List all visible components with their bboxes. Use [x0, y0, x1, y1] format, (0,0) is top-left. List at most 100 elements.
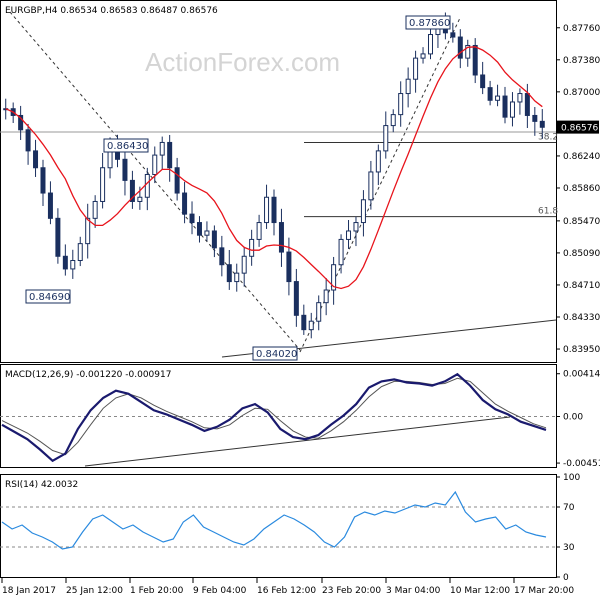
candle-body — [398, 93, 404, 116]
candle-body — [144, 173, 150, 198]
rsi-tick-label: 30 — [563, 543, 575, 553]
annotation-label: 0.87860 — [409, 18, 450, 29]
macd-tick-label: -0.004516 — [563, 459, 600, 469]
candle-body — [152, 154, 158, 175]
candle-body — [353, 222, 359, 232]
candle-body — [62, 255, 68, 270]
candle-body — [122, 158, 128, 181]
candle-body — [360, 199, 366, 224]
candle-body — [502, 95, 508, 118]
macd-line — [1, 372, 547, 463]
candle-body — [85, 217, 91, 245]
fib-label: 61.8 — [538, 207, 558, 217]
price-tick-label: 0.86240 — [563, 152, 600, 162]
price-header: EURGBP,H4 0.86534 0.86583 0.86487 0.8657… — [5, 6, 218, 16]
candle-body — [420, 53, 426, 59]
time-tick-label: 16 Feb 12:00 — [257, 586, 316, 596]
candle-body — [472, 44, 478, 76]
candle-body — [211, 230, 217, 249]
candle-body — [532, 114, 538, 122]
candle-body — [204, 230, 210, 236]
macd-tick-label: 0.004148 — [563, 370, 600, 380]
annotation-label: 0.84020 — [256, 349, 297, 360]
candle-body — [301, 314, 307, 331]
rsi-panel-frame — [0, 474, 557, 578]
candle-body — [100, 167, 106, 202]
candle-body — [129, 179, 135, 202]
candle-body — [249, 238, 255, 257]
candle-body — [278, 222, 284, 253]
time-axis: 18 Jan 2017 25 Jan 12:00 1 Feb 20:00 9 Feb … — [1, 578, 574, 596]
candle-body — [495, 95, 501, 101]
candle-body — [77, 243, 83, 261]
price-tick-label: 0.84710 — [563, 281, 600, 291]
candle-body — [375, 150, 381, 173]
current-price-label: 0.86576 — [561, 124, 598, 134]
candle-body — [92, 200, 98, 219]
candle-body — [465, 44, 471, 59]
candle-body — [427, 34, 433, 55]
candle-body — [390, 114, 396, 127]
candle-body — [524, 93, 530, 116]
price-tick-label: 0.87000 — [563, 88, 600, 98]
price-tick-label: 0.83950 — [563, 345, 600, 355]
macd-signal-line — [1, 377, 547, 456]
candle-body — [450, 32, 456, 38]
price-tick-label: 0.84330 — [563, 313, 600, 323]
candle-body — [196, 222, 202, 236]
candle-body — [316, 302, 322, 322]
price-tick-label: 0.85470 — [563, 217, 600, 227]
candle-body — [383, 125, 389, 152]
candle-body — [517, 93, 523, 103]
rsi-line — [1, 490, 547, 550]
candle-body — [308, 320, 314, 331]
fib-label: 38.2 — [538, 132, 558, 142]
macd-title: MACD(12,26,9) -0.001220 -0.000917 — [5, 370, 171, 380]
time-tick-label: 25 Jan 12:00 — [66, 586, 123, 596]
candle-body — [40, 167, 46, 194]
candle-body — [159, 141, 165, 156]
annotation-box — [25, 289, 71, 304]
time-tick-label: 23 Feb 20:00 — [322, 586, 381, 596]
fibonacci-levels: 38.2 61.8 — [304, 132, 558, 218]
candle-body — [174, 167, 180, 194]
price-annotations: 0.87860 0.86430 0.84690 0.84020 — [25, 15, 451, 361]
price-tick-label: 0.87760 — [563, 24, 600, 34]
candle-body — [189, 213, 195, 224]
time-tick-label: 18 Jan 2017 — [2, 586, 56, 596]
candle-body — [368, 171, 374, 201]
candle-body — [539, 120, 545, 128]
macd-axis: 0.004148 0.00 -0.004516 — [556, 370, 600, 469]
time-tick-label: 1 Feb 20:00 — [130, 586, 184, 596]
macd-trendline — [84, 416, 511, 467]
rsi-tick-label: 100 — [563, 473, 580, 483]
macd-tick-label: 0.00 — [563, 413, 583, 423]
rsi-axis: 100 70 30 0 — [556, 473, 580, 583]
time-tick-label: 17 Mar 20:00 — [514, 586, 574, 596]
annotation-box — [405, 15, 451, 30]
candle-body — [346, 230, 352, 240]
candle-body — [226, 264, 232, 283]
candle-body — [264, 196, 270, 224]
candle-body — [331, 264, 337, 291]
price-tick-label: 0.87380 — [563, 56, 600, 66]
candle-body — [47, 192, 53, 219]
candle-body — [55, 217, 61, 257]
candle-body — [137, 196, 143, 202]
candle-body — [219, 247, 225, 266]
rsi-tick-label: 0 — [563, 573, 569, 583]
candle-body — [271, 196, 277, 224]
candle-body — [509, 101, 515, 118]
candle-body — [293, 281, 299, 316]
moving-average-line — [5, 46, 543, 290]
price-panel-frame — [0, 0, 557, 363]
annotation-label: 0.86430 — [107, 141, 148, 152]
candle-body — [256, 222, 262, 240]
time-tick-label: 10 Mar 12:00 — [450, 586, 510, 596]
price-tick-label: 0.85860 — [563, 184, 600, 194]
candles — [3, 12, 545, 339]
rsi-title: RSI(14) 42.0032 — [5, 480, 78, 490]
annotation-label: 0.84690 — [29, 292, 70, 303]
annotation-box — [103, 138, 149, 153]
